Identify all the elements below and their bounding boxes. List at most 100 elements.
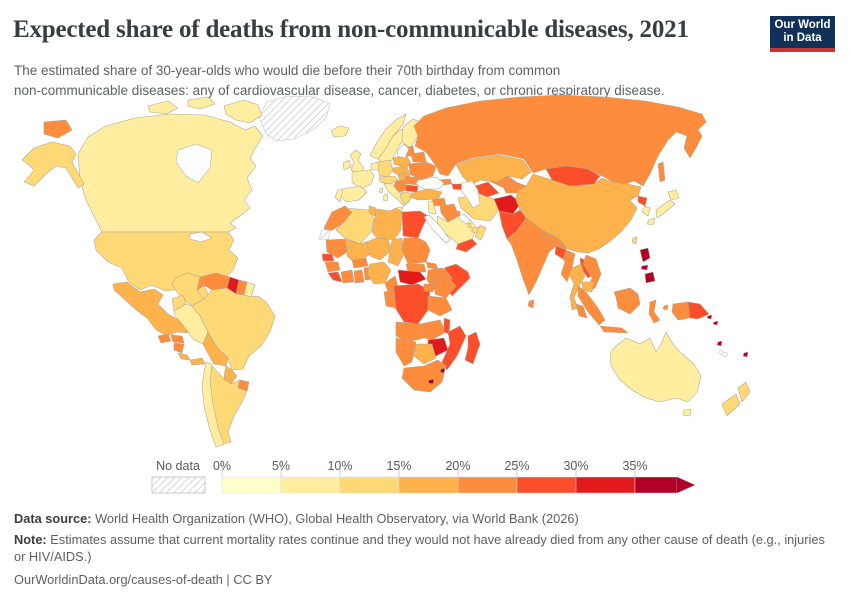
region-central-african-republic[interactable]: [397, 269, 427, 286]
region-south-korea[interactable]: [641, 205, 651, 217]
region-new-caledonia[interactable]: [717, 349, 729, 358]
region-solomon-islands[interactable]: [712, 320, 719, 326]
region-indonesia-kalimantan[interactable]: [615, 293, 641, 315]
legend-bin-35-plus[interactable]: [634, 476, 678, 494]
region-australia[interactable]: [609, 331, 702, 403]
region-ireland[interactable]: [342, 159, 352, 171]
legend-no-data-swatch[interactable]: [151, 476, 206, 494]
region-vanuatu[interactable]: [716, 340, 723, 347]
region-alaska[interactable]: [21, 141, 85, 189]
region-fiji[interactable]: [742, 351, 749, 358]
region-japan-hokkaido[interactable]: [667, 189, 680, 201]
region-iceland[interactable]: [330, 125, 350, 138]
region-canada-arctic-island[interactable]: [187, 96, 216, 110]
region-bulgaria[interactable]: [405, 184, 419, 193]
region-angola[interactable]: [395, 321, 425, 343]
region-canada-baffin[interactable]: [223, 99, 263, 124]
region-drc[interactable]: [393, 283, 431, 325]
legend-bin-5-10[interactable]: [280, 476, 341, 494]
region-indonesia-west-papua[interactable]: [671, 301, 691, 321]
region-poland[interactable]: [392, 155, 412, 169]
region-myanmar[interactable]: [560, 249, 576, 283]
region-nicaragua[interactable]: [173, 342, 185, 354]
region-greenland[interactable]: [258, 95, 331, 142]
region-russia-chukotka[interactable]: [43, 119, 73, 139]
region-botswana[interactable]: [413, 343, 437, 365]
region-sardinia[interactable]: [382, 193, 389, 202]
region-western-sahara[interactable]: [318, 229, 331, 241]
region-qatar[interactable]: [467, 222, 472, 229]
region-iran[interactable]: [457, 193, 500, 222]
region-lesotho[interactable]: [427, 378, 435, 385]
legend-bin-25-30[interactable]: [516, 476, 577, 494]
region-libya[interactable]: [371, 207, 403, 241]
region-zambia[interactable]: [419, 319, 447, 341]
region-bolivia[interactable]: [202, 331, 229, 367]
region-afghanistan[interactable]: [493, 194, 522, 215]
region-guinea[interactable]: [324, 261, 341, 273]
region-burkina-faso[interactable]: [351, 257, 369, 269]
region-france[interactable]: [351, 169, 375, 190]
region-spain[interactable]: [339, 185, 368, 203]
region-sierra-leone-liberia[interactable]: [327, 271, 343, 283]
region-madagascar[interactable]: [464, 331, 481, 365]
legend-bin-10-15[interactable]: [339, 476, 400, 494]
region-guatemala[interactable]: [157, 333, 172, 344]
region-costa-rica[interactable]: [177, 352, 191, 361]
region-indonesia-java[interactable]: [599, 325, 629, 334]
region-honduras[interactable]: [170, 334, 185, 344]
legend-bin-0-5[interactable]: [221, 476, 282, 494]
region-ghana[interactable]: [353, 269, 365, 284]
region-panama[interactable]: [189, 357, 206, 366]
region-sakhalin[interactable]: [657, 161, 666, 183]
region-nepal[interactable]: [541, 231, 557, 244]
region-north-korea[interactable]: [637, 195, 648, 207]
legend-bin-30-35[interactable]: [575, 476, 636, 494]
region-nigeria[interactable]: [366, 261, 392, 285]
region-oman[interactable]: [474, 224, 487, 241]
region-canada[interactable]: [77, 113, 264, 233]
region-namibia[interactable]: [395, 337, 417, 367]
region-tanzania[interactable]: [427, 295, 453, 317]
region-belarus[interactable]: [410, 151, 427, 163]
region-solomon-islands[interactable]: [706, 314, 713, 320]
region-south-sudan[interactable]: [405, 263, 427, 273]
region-senegal[interactable]: [321, 253, 335, 262]
region-uganda[interactable]: [423, 283, 435, 293]
region-papua-new-guinea[interactable]: [687, 301, 710, 320]
region-philippines-mindanao[interactable]: [644, 271, 656, 284]
legend-bin-15-20[interactable]: [398, 476, 459, 494]
region-sri-lanka[interactable]: [527, 299, 535, 309]
region-kenya[interactable]: [433, 275, 457, 299]
region-switzerland-austria[interactable]: [378, 175, 399, 185]
region-germany[interactable]: [377, 159, 394, 178]
region-japan-honshu[interactable]: [655, 199, 676, 219]
region-mauritania[interactable]: [325, 238, 348, 259]
region-taiwan[interactable]: [631, 236, 638, 245]
credit-link[interactable]: OurWorldinData.org/causes-of-death | CC …: [14, 572, 273, 587]
region-mozambique[interactable]: [441, 325, 467, 371]
region-canada-arctic-island[interactable]: [147, 100, 179, 115]
region-russia[interactable]: [413, 94, 707, 187]
region-indonesia-moluccas[interactable]: [662, 304, 669, 311]
region-tasmania[interactable]: [682, 408, 692, 417]
legend-bin-20-25[interactable]: [457, 476, 518, 494]
region-portugal[interactable]: [334, 188, 344, 203]
region-israel-jordan[interactable]: [427, 200, 437, 215]
region-serbia-balkans[interactable]: [393, 179, 408, 193]
owid-logo[interactable]: Our World in Data: [770, 16, 835, 52]
region-morocco[interactable]: [323, 205, 353, 233]
region-greece[interactable]: [399, 191, 413, 205]
region-cambodia[interactable]: [581, 281, 595, 293]
region-corsica[interactable]: [378, 187, 384, 194]
region-netherlands-belgium[interactable]: [370, 161, 380, 171]
region-egypt[interactable]: [401, 210, 429, 239]
region-new-zealand-north[interactable]: [737, 381, 751, 403]
region-chad[interactable]: [387, 237, 405, 267]
region-japan-kyushu[interactable]: [646, 217, 656, 226]
region-philippines-visayas[interactable]: [640, 264, 649, 271]
region-kuwait[interactable]: [455, 210, 461, 217]
region-yemen[interactable]: [455, 238, 478, 253]
region-chile[interactable]: [201, 361, 225, 448]
region-indonesia-sulawesi[interactable]: [648, 299, 661, 324]
